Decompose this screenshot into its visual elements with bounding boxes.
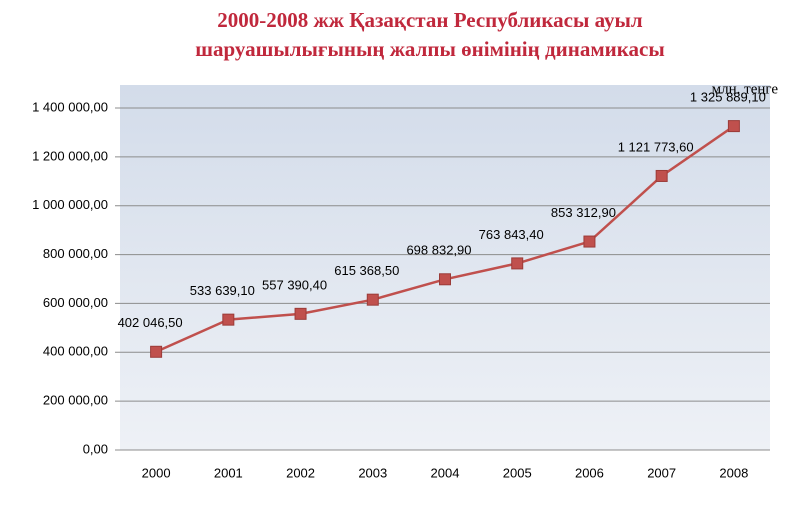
x-tick-label: 2007 [647, 465, 676, 480]
y-tick-label: 1 000 000,00 [32, 197, 108, 212]
x-tick-label: 2002 [286, 465, 315, 480]
data-label: 853 312,90 [551, 205, 616, 220]
y-tick-label: 1 200 000,00 [32, 148, 108, 163]
plot-area [120, 85, 770, 450]
y-tick-label: 800 000,00 [43, 246, 108, 261]
data-label: 1 325 889,10 [690, 90, 766, 105]
data-point [439, 273, 451, 286]
y-tick-label: 1 400 000,00 [32, 99, 108, 114]
x-tick-label: 2005 [503, 465, 532, 480]
data-point [366, 293, 379, 306]
data-point [294, 307, 307, 320]
data-label: 763 843,40 [479, 227, 544, 242]
data-point [150, 345, 163, 358]
x-tick-label: 2006 [575, 465, 604, 480]
data-point [222, 313, 235, 326]
x-tick-label: 2001 [214, 465, 243, 480]
x-tick-label: 2003 [358, 465, 387, 480]
y-tick-label: 0,00 [83, 441, 108, 456]
data-label: 402 046,50 [118, 315, 183, 330]
y-tick-label: 200 000,00 [43, 393, 108, 408]
y-tick-label: 400 000,00 [43, 344, 108, 359]
x-tick-label: 2000 [142, 465, 171, 480]
chart-title: шаруашылығының жалпы өнімінің динамикасы [195, 37, 664, 61]
data-label: 615 368,50 [334, 263, 399, 278]
data-label: 1 121 773,60 [618, 139, 694, 154]
y-tick-label: 600 000,00 [43, 295, 108, 310]
unit-label: млн. теңге [712, 81, 779, 97]
chart-title: 2000-2008 жж Қазақстан Республикасы ауыл [217, 8, 643, 32]
data-label: 698 832,90 [406, 243, 471, 258]
data-point [511, 257, 524, 270]
data-point [655, 169, 668, 182]
data-point [583, 235, 596, 248]
data-point [727, 120, 740, 133]
x-tick-label: 2004 [431, 465, 460, 480]
x-tick-label: 2008 [719, 465, 748, 480]
data-label: 533 639,10 [190, 283, 255, 298]
data-label: 557 390,40 [262, 277, 327, 292]
